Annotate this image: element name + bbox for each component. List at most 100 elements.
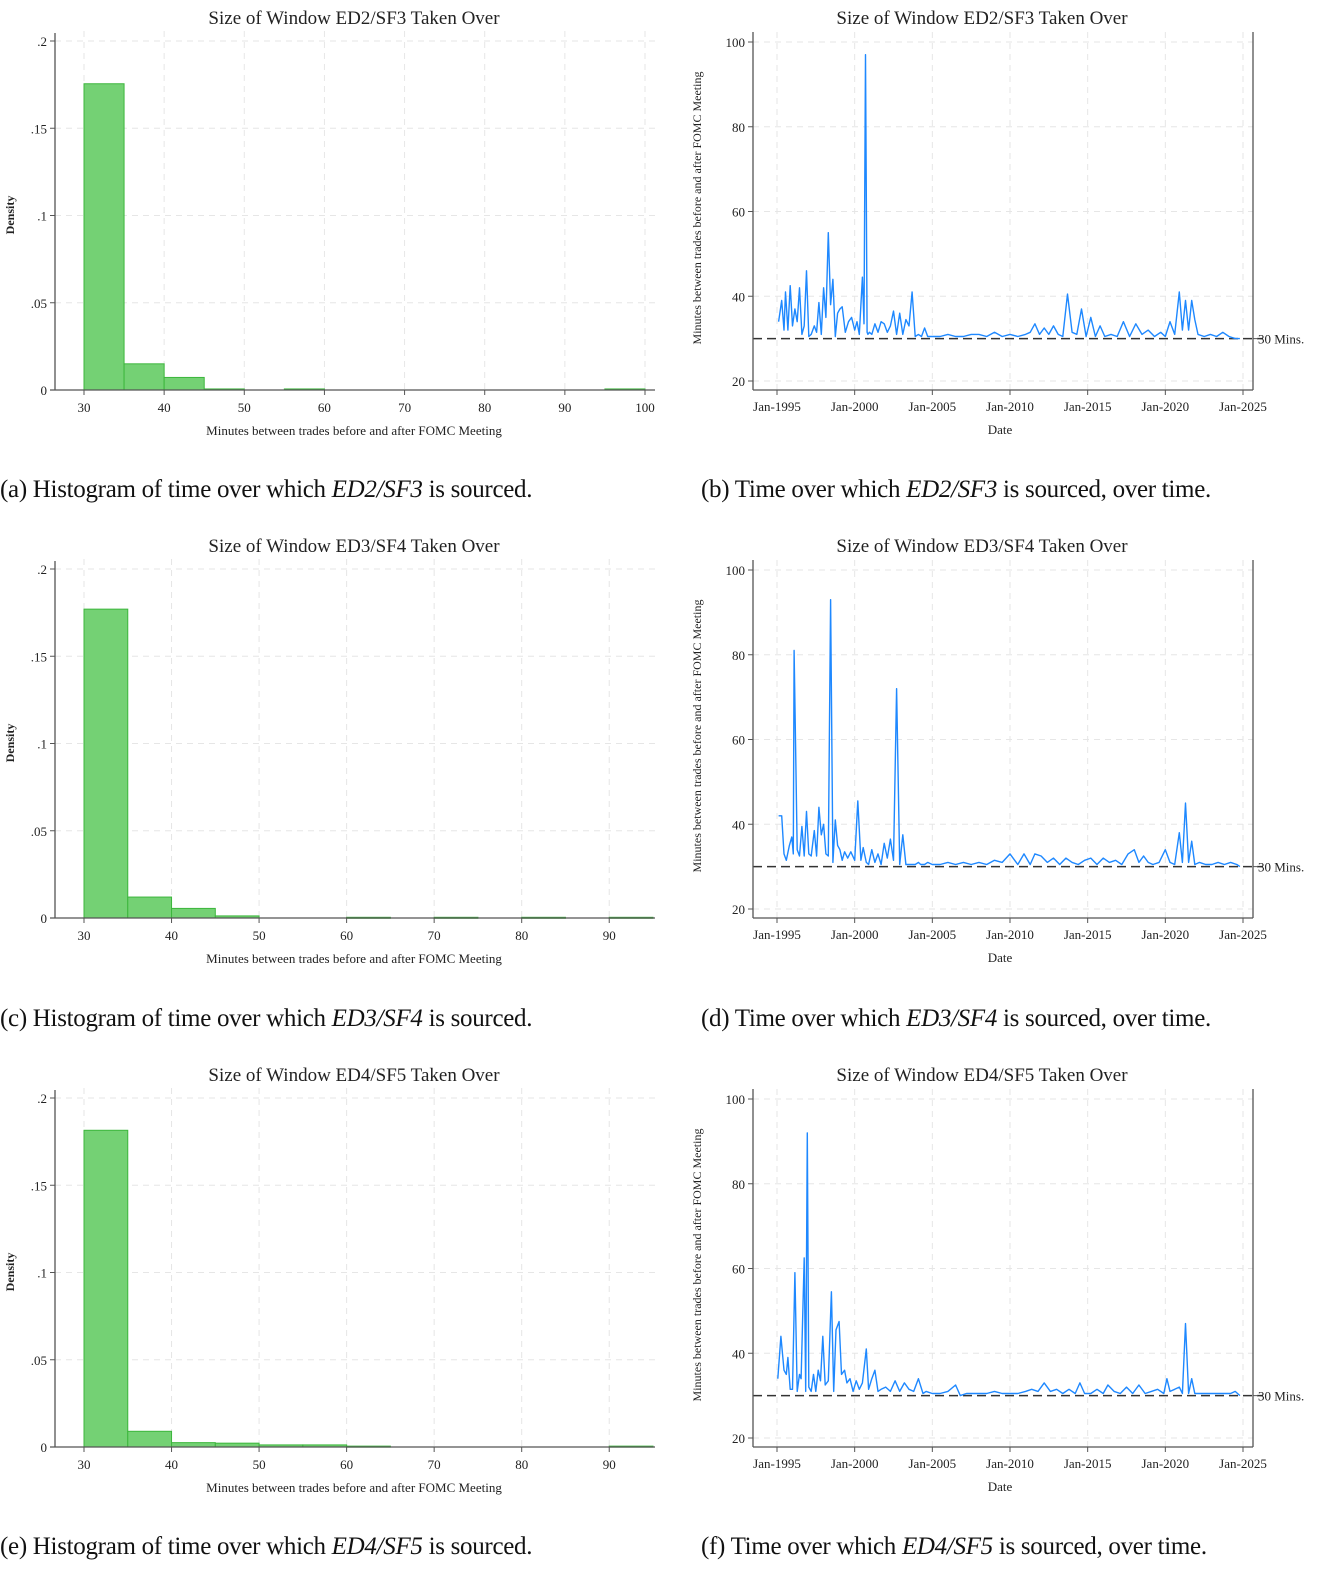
x-tick-label: Jan-2020 — [1141, 927, 1189, 942]
x-tick-label: Jan-2015 — [1064, 1456, 1112, 1471]
caption-text: is sourced, over time. — [992, 1533, 1207, 1560]
histogram-bar — [127, 896, 173, 919]
histogram-bar — [83, 1129, 129, 1448]
caption-label: (b) — [701, 476, 735, 503]
y-tick-label: .15 — [31, 649, 47, 664]
y-tick-label: 40 — [732, 817, 745, 832]
x-tick-label: Jan-2000 — [831, 399, 879, 414]
chart-a-svg: Size of Window ED2/SF3 Taken Over 0 .05 .1.… — [3, 8, 655, 438]
y-tick-label: 20 — [732, 902, 745, 917]
x-tick-label: 70 — [428, 928, 441, 943]
x-axis-label: Date — [988, 422, 1013, 437]
x-tick-label: 80 — [515, 928, 528, 943]
y-tick-label: 40 — [732, 1346, 745, 1361]
reference-line-label: 30 Mins. — [1258, 860, 1304, 875]
x-tick-label: 40 — [165, 928, 178, 943]
y-tick-label: .1 — [37, 209, 47, 224]
grid — [753, 560, 1253, 918]
chart-title: Size of Window ED2/SF3 Taken Over — [208, 8, 500, 29]
y-axis-label: Density — [3, 724, 17, 763]
caption-label: (f) — [701, 1533, 731, 1560]
x-tick-label: 60 — [340, 1457, 353, 1472]
histogram-bar — [83, 608, 129, 919]
chart-title: Size of Window ED3/SF4 Taken Over — [208, 536, 500, 557]
x-tick-label: Jan-2005 — [908, 1456, 956, 1471]
caption-f: (f) Time over which ED4/SF5 is sourced, … — [701, 1533, 1207, 1561]
x-tick-label: Jan-2005 — [908, 399, 956, 414]
y-axis-label: Minutes between trades before and after … — [690, 1129, 704, 1402]
x-axis-label: Minutes between trades before and after … — [206, 1480, 502, 1495]
x-tick-label: Jan-1995 — [753, 927, 801, 942]
histogram-bar — [123, 363, 165, 391]
histogram-bar — [171, 907, 216, 919]
histogram-bar — [127, 1430, 173, 1448]
chart-b-timeseries: Size of Window ED2/SF3 Taken Over 30 Mins… — [664, 0, 1328, 460]
x-tick-label: Jan-2010 — [986, 927, 1034, 942]
histogram-bars — [83, 1129, 654, 1448]
y-tick-label: .2 — [37, 562, 47, 577]
x-tick-label: 50 — [238, 400, 251, 415]
x-tick-label: Jan-2020 — [1141, 1456, 1189, 1471]
x-axis-label: Minutes between trades before and after … — [206, 951, 502, 966]
y-tick-label: 0 — [41, 1440, 48, 1455]
y-tick-label: .05 — [31, 1353, 47, 1368]
x-tick-label: 80 — [515, 1457, 528, 1472]
y-tick-label: .05 — [31, 824, 47, 839]
y-tick-label: 40 — [732, 289, 745, 304]
caption-text: Time over which — [734, 476, 907, 503]
y-tick-label: .05 — [31, 296, 47, 311]
caption-text: is sourced, over time. — [997, 476, 1211, 503]
y-tick-label: .2 — [37, 34, 47, 49]
x-tick-label: 70 — [398, 400, 411, 415]
y-tick-label: 100 — [726, 35, 746, 50]
x-tick-label: 90 — [558, 400, 571, 415]
caption-contract: ED4/SF5 — [331, 1533, 423, 1560]
y-tick-label: 60 — [732, 733, 745, 748]
grid — [55, 1088, 655, 1447]
y-axis-label: Density — [3, 196, 17, 235]
y-tick-label: .15 — [31, 121, 47, 136]
x-axis-label: Minutes between trades before and after … — [206, 423, 502, 438]
series-line — [778, 598, 1241, 868]
caption-e: (e) Histogram of time over which ED4/SF5… — [0, 1533, 533, 1561]
caption-contract: ED2/SF3 — [331, 476, 423, 503]
y-tick-label: 80 — [732, 648, 745, 663]
y-tick-label: 20 — [732, 1431, 745, 1446]
x-tick-label: 90 — [603, 928, 616, 943]
y-tick-label: 80 — [732, 120, 745, 135]
y-tick-label: 80 — [732, 1177, 745, 1192]
x-tick-label: Jan-2005 — [908, 927, 956, 942]
chart-e-histogram: Size of Window ED4/SF5 Taken Over 0 .05 .1.… — [0, 1057, 664, 1517]
caption-contract: ED4/SF5 — [901, 1533, 993, 1560]
caption-label: (e) — [0, 1533, 33, 1560]
caption-text: Histogram of time over which — [32, 1005, 332, 1032]
x-tick-label: Jan-2025 — [1219, 1456, 1267, 1471]
caption-text: Histogram of time over which — [32, 476, 332, 503]
x-tick-label: 30 — [78, 928, 91, 943]
caption-text: Histogram of time over which — [32, 1533, 332, 1560]
caption-label: (a) — [0, 476, 33, 503]
chart-title: Size of Window ED2/SF3 Taken Over — [836, 8, 1128, 29]
caption-text: is sourced, over time. — [997, 1005, 1211, 1032]
histogram-bars — [83, 608, 654, 919]
y-tick-label: 0 — [41, 383, 48, 398]
chart-title: Size of Window ED4/SF5 Taken Over — [836, 1065, 1128, 1086]
x-tick-label: 40 — [165, 1457, 178, 1472]
y-axis-label: Minutes between trades before and after … — [690, 72, 704, 345]
caption-label: (c) — [0, 1005, 33, 1032]
histogram-bar — [171, 1442, 216, 1448]
grid — [753, 32, 1253, 390]
chart-d-svg: Size of Window ED3/SF4 Taken Over 30 Mins… — [690, 536, 1304, 965]
grid — [55, 31, 655, 390]
chart-title: Size of Window ED4/SF5 Taken Over — [208, 1065, 500, 1086]
x-tick-label: 30 — [78, 1457, 91, 1472]
series-line — [777, 54, 1240, 340]
chart-c-svg: Size of Window ED3/SF4 Taken Over 0 .05 .1.… — [3, 536, 655, 966]
chart-e-svg: Size of Window ED4/SF5 Taken Over 0 .05 .1.… — [3, 1065, 655, 1495]
x-tick-label: Jan-2010 — [986, 1456, 1034, 1471]
chart-f-timeseries: Size of Window ED4/SF5 Taken Over 30 Mins… — [664, 1057, 1328, 1517]
y-tick-label: .15 — [31, 1178, 47, 1193]
caption-text: is sourced. — [422, 1533, 533, 1560]
x-tick-label: 50 — [253, 1457, 266, 1472]
x-tick-label: Jan-2025 — [1219, 399, 1267, 414]
